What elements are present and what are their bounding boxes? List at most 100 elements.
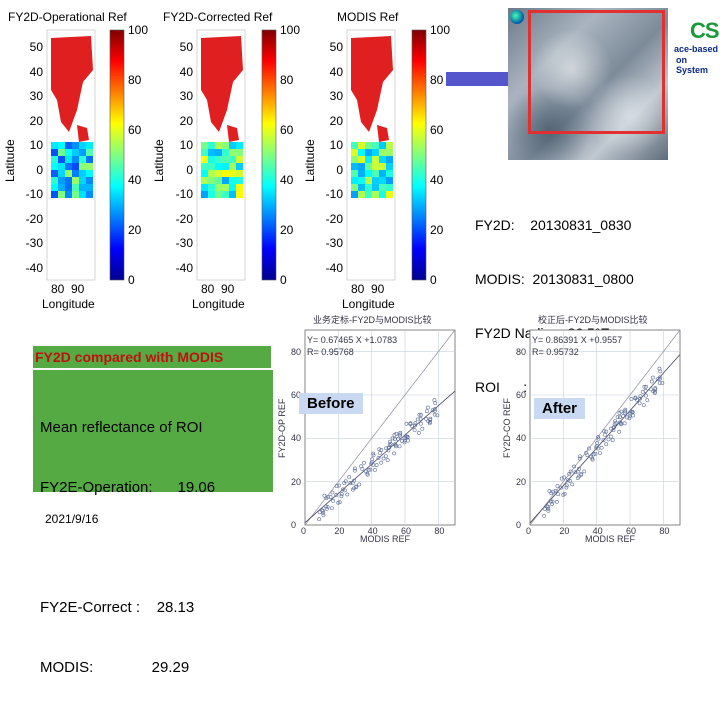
scatter-x-tick: 0 <box>301 526 307 536</box>
arrow-bar <box>446 72 508 86</box>
scatter-point <box>615 415 620 420</box>
scatter-point <box>325 505 330 509</box>
scatter-point <box>339 492 344 497</box>
scatter-point <box>553 489 558 493</box>
scatter-x-tick: 80 <box>434 526 445 536</box>
before-badge: Before <box>299 393 363 414</box>
scatter-point <box>595 441 600 445</box>
scatter-point <box>602 429 607 434</box>
lat-tick-label: -30 <box>175 236 193 250</box>
lat-tick-label: 0 <box>336 162 343 177</box>
scatter-point <box>345 492 350 497</box>
lat-tick-label: -10 <box>25 187 43 201</box>
scatter-point <box>330 490 335 495</box>
compare-line <box>40 538 215 558</box>
scatter-point <box>653 386 658 391</box>
scatter-point <box>575 476 580 481</box>
scatter-point <box>633 395 638 400</box>
globe-icon <box>510 10 524 24</box>
scatter-point <box>420 426 425 431</box>
date-label: 2021/9/16 <box>45 512 99 526</box>
scatter-point <box>406 438 410 443</box>
scatter-point <box>432 407 437 412</box>
scatter-point <box>353 466 357 471</box>
scatter-point <box>372 468 377 472</box>
scatter-point <box>321 508 325 513</box>
colorbar-tick-label: 20 <box>280 223 294 237</box>
lat-tick-label: -40 <box>25 260 43 275</box>
scatter-point <box>657 377 662 382</box>
lat-tick-label: 10 <box>29 138 43 152</box>
scatter-point <box>371 463 376 467</box>
compare-line: FY2E-Correct : 28.13 <box>40 599 195 616</box>
scatter-point <box>651 389 656 394</box>
scatter-point <box>405 434 410 439</box>
lat-tick-label: -40 <box>175 260 193 275</box>
scatter-point <box>596 435 601 439</box>
scatter-point <box>341 487 345 492</box>
scatter-x-label: MODIS REF <box>360 534 411 544</box>
lat-tick-label: 20 <box>29 113 43 128</box>
scatter-point <box>555 484 560 488</box>
scatter-point <box>317 510 322 515</box>
scatter-point <box>548 499 553 504</box>
scatter-point <box>322 493 327 498</box>
scatter-point <box>368 467 373 472</box>
scatter-point <box>542 514 547 518</box>
colorbar-tick-label: 80 <box>430 73 444 87</box>
scatter-point <box>321 513 326 518</box>
fit-r-value: R= 0.95732 <box>532 347 579 357</box>
scatter-x-tick: 20 <box>559 526 570 536</box>
scatter-point <box>603 432 607 437</box>
scatter-point <box>573 470 578 475</box>
lat-tick-label: -40 <box>325 260 343 275</box>
scatter-point <box>365 471 370 476</box>
scatter-point <box>432 412 437 417</box>
scatter-point <box>337 483 341 488</box>
scatter-point <box>393 443 398 448</box>
x-axis-label: Longitude <box>42 297 95 311</box>
lat-tick-label: 20 <box>179 113 193 128</box>
lat-tick-label: 30 <box>29 89 43 103</box>
scatter-point <box>357 482 362 487</box>
scatter-point <box>649 379 654 384</box>
scatter-point <box>388 441 393 446</box>
scatter-point <box>360 467 365 471</box>
scatter-point <box>342 488 347 493</box>
info-line: MODIS: 20130831_0800 <box>475 271 634 287</box>
compare-box: Mean reflectance of ROI FY2E-Operation: … <box>33 370 273 676</box>
scatter-point <box>408 421 413 426</box>
scatter-point <box>424 416 429 421</box>
scatter-x-label: MODIS REF <box>585 534 636 544</box>
scatter-point <box>547 489 552 494</box>
scatter-point <box>321 511 326 515</box>
scatter-point <box>378 450 382 455</box>
colorbar-tick-label: 0 <box>430 273 437 287</box>
scatter-y-tick: 0 <box>291 520 297 530</box>
compare-heading: FY2D compared with MODIS <box>35 349 224 365</box>
scatter-point <box>371 453 376 458</box>
scatter-point <box>610 438 615 443</box>
lat-tick-label: 50 <box>179 40 193 54</box>
scatter-y-tick: 0 <box>516 520 522 530</box>
scatter-point <box>419 413 423 417</box>
scatter-point <box>392 433 397 437</box>
scatter-point <box>432 408 437 413</box>
after-badge: After <box>534 398 586 419</box>
scatter-point <box>579 472 583 477</box>
colorbar-tick-label: 40 <box>280 173 294 187</box>
scatter-point <box>425 405 430 410</box>
colorbar-tick-label: 40 <box>128 173 142 187</box>
scatter-point <box>591 452 596 457</box>
scatter-point <box>617 429 622 434</box>
lat-tick-label: -20 <box>25 211 43 226</box>
lat-tick-label: 40 <box>329 64 343 79</box>
lat-tick-label: 50 <box>29 40 43 54</box>
scatter-point <box>645 398 650 403</box>
scatter-point <box>435 413 440 418</box>
scatter-title: 校正后-FY2D与MODIS比较 <box>538 315 648 325</box>
lat-tick-label: 40 <box>179 64 193 79</box>
scatter-point <box>578 454 582 459</box>
colorbar-tick-label: 80 <box>280 73 294 87</box>
scatter-point <box>381 456 386 461</box>
